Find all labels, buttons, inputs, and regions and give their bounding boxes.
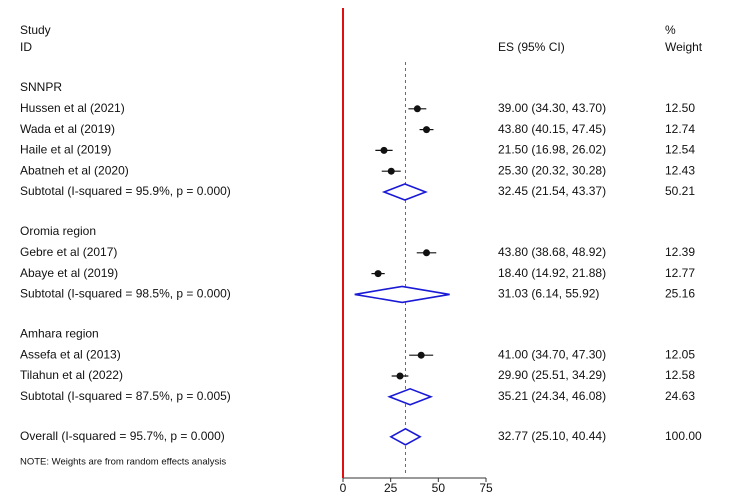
row-label: Subtotal (I-squared = 87.5%, p = 0.005) [20,389,231,403]
group-label: SNNPR [20,80,62,94]
point-estimate [387,167,395,175]
row-label: Haile et al (2019) [20,143,111,157]
header-study: Study [20,23,51,37]
point-estimate [423,126,431,134]
point-estimate [396,372,404,380]
weight-label: 12.39 [665,245,695,259]
row-label: Abaye et al (2019) [20,266,118,280]
es-label: 29.90 (25.51, 34.29) [498,368,606,382]
row-label: Subtotal (I-squared = 98.5%, p = 0.000) [20,287,231,301]
es-label: 43.80 (40.15, 47.45) [498,122,606,136]
row-label: Overall (I-squared = 95.7%, p = 0.000) [20,429,225,443]
weight-label: 100.00 [665,429,702,443]
es-label: 21.50 (16.98, 26.02) [498,143,606,157]
weight-label: 12.58 [665,368,695,382]
weight-label: 12.54 [665,143,695,157]
es-label: 41.00 (34.70, 47.30) [498,347,606,361]
es-label: 43.80 (38.68, 48.92) [498,245,606,259]
point-estimate [423,249,431,257]
weight-label: 24.63 [665,389,695,403]
point-estimate [417,351,425,359]
note: NOTE: Weights are from random effects an… [20,457,226,468]
pooled-diamond [354,285,450,304]
point-estimate [374,270,382,278]
weight-label: 12.05 [665,347,695,361]
row-label: Hussen et al (2021) [20,101,125,115]
header-es: ES (95% CI) [498,40,565,54]
pooled-diamond [389,427,422,446]
header-pct: % [665,23,676,37]
point-estimate [380,146,388,154]
weight-label: 12.77 [665,266,695,280]
x-tick-label: 0 [340,481,347,495]
header-id: ID [20,40,32,54]
es-label: 35.21 (24.34, 46.08) [498,389,606,403]
group-label: Amhara region [20,327,99,341]
pooled-diamond [381,183,428,201]
x-tick-label: 25 [384,481,398,495]
pooled-diamond [387,387,434,406]
es-label: 32.77 (25.10, 40.44) [498,429,606,443]
x-tick-label: 75 [479,481,493,495]
weight-label: 25.16 [665,287,695,301]
es-label: 39.00 (34.30, 43.70) [498,101,606,115]
es-label: 18.40 (14.92, 21.88) [498,266,606,280]
weight-label: 50.21 [665,184,695,198]
row-label: Subtotal (I-squared = 95.9%, p = 0.000) [20,184,231,198]
weight-label: 12.43 [665,163,695,177]
es-label: 25.30 (20.32, 30.28) [498,163,606,177]
es-label: 31.03 (6.14, 55.92) [498,287,599,301]
point-estimate [413,105,421,113]
group-label: Oromia region [20,224,96,238]
header-weight: Weight [665,40,703,54]
weight-label: 12.50 [665,101,695,115]
row-label: Abatneh et al (2020) [20,163,129,177]
row-label: Wada et al (2019) [20,122,115,136]
weight-label: 12.74 [665,122,695,136]
es-label: 32.45 (21.54, 43.37) [498,184,606,198]
row-label: Gebre et al (2017) [20,245,117,259]
row-label: Tilahun et al (2022) [20,368,123,382]
x-tick-label: 50 [432,481,446,495]
row-label: Assefa et al (2013) [20,347,121,361]
